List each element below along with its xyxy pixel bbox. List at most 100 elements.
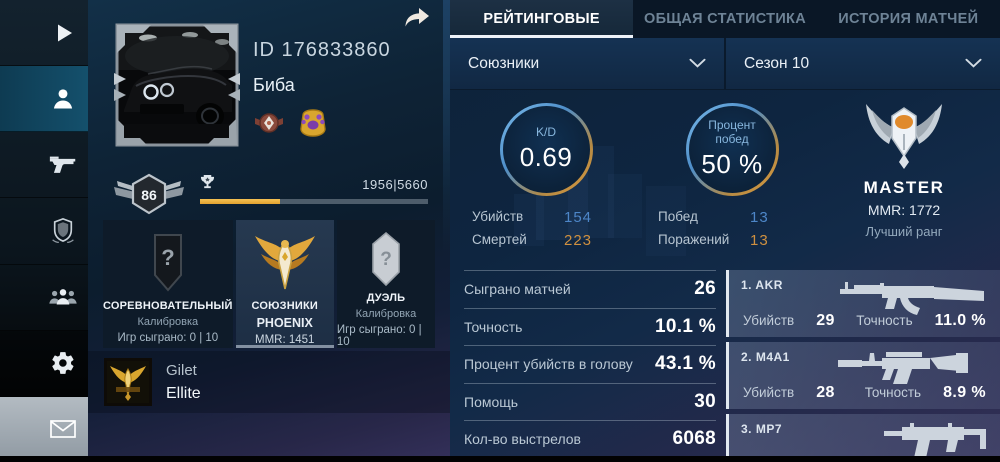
chevron-down-icon [965,55,982,73]
wins-row: Побед 13 [658,209,769,226]
stats-panel: РЕЙТИНГОВЫЕ ОБЩАЯ СТАТИСТИКА ИСТОРИЯ МАТ… [450,0,1000,462]
winrate-value: 50 % [701,148,763,179]
sidebar-item-settings[interactable] [0,330,88,397]
sidebar-item-ranked[interactable] [0,198,88,265]
svg-text:?: ? [380,249,392,270]
mode-info: Игр сыграно: 0 | 10 [117,332,219,344]
sidebar-item-friends[interactable] [0,265,88,331]
season-dropdown-value: Сезон 10 [744,54,810,72]
summary-section: K/D 0.69 Убийств 154 Смертей 223 [450,90,1000,262]
chevron-down-icon [689,55,706,73]
stat-row-assists: Помощь 30 [464,384,716,421]
winrate-widget: Процент побед 50 % Побед 13 Поражений 13 [646,90,818,262]
winrate-label: Процент побед [708,118,756,146]
profile-panel: ID 176833860 Биба [88,0,450,462]
mode-card-competitive[interactable]: ? СОРЕВНОВАТЕЛЬНЫЙ Калибровка Игр сыгран… [103,220,233,348]
profile-person-icon [48,84,78,114]
play-icon [48,18,78,48]
clan-name: Ellite [166,384,201,402]
stat-row-headshot: Процент убийств в голову 43.1 % [464,346,716,384]
stat-row-shots: Кол-во выстрелов 6068 [464,421,716,459]
mode-title: СОРЕВНОВАТЕЛЬНЫЙ [103,300,233,312]
weapon-name: 2. M4A1 [741,350,790,364]
stats-list: Сыграно матчей 26 Точность 10.1 % Процент … [464,270,716,462]
settings-gear-icon [48,348,78,378]
player-badges [253,109,391,142]
mail-envelope-icon [48,414,78,444]
mode-info: MMR: 1451 [255,334,315,346]
master-rank-emblem-icon [856,100,952,175]
season-dropdown[interactable]: Сезон 10 [724,38,1000,89]
filter-row: Союзники Сезон 10 [450,38,1000,90]
weapon-card-mp7: 3. MP7 [726,414,1000,462]
tab-general-stats[interactable]: ОБЩАЯ СТАТИСТИКА [643,11,806,27]
clan-emblem-icon [104,358,152,406]
friends-group-icon [48,282,78,312]
mode-dropdown-value: Союзники [468,54,540,72]
deaths-row: Смертей 223 [472,231,593,249]
rank-title: MASTER [863,178,945,197]
smg-icon [874,418,994,462]
tab-rating[interactable]: РЕЙТИНГОВЫЕ [450,0,634,38]
mode-cards: ? СОРЕВНОВАТЕЛЬНЫЙ Калибровка Игр сыгран… [88,220,450,348]
shield-icon [48,216,78,246]
xp-progress-bar [200,199,428,204]
mode-card-allies[interactable]: СОЮЗНИКИ PHOENIX MMR: 1451 [235,220,334,348]
kd-value: 0.69 [519,141,573,172]
stat-row-accuracy: Точность 10.1 % [464,309,716,346]
question-hex-light-icon: ? [369,228,403,290]
mode-info: Игр сыграно: 0 | 10 [336,324,422,348]
weapon-accuracy: Точность 11.0 % [856,312,986,329]
ak-rifle-icon [836,274,994,323]
sidebar-item-mail[interactable] [0,396,88,462]
clan-tag: Gilet [166,361,197,379]
weapon-name: 1. AKR [741,278,783,292]
trophy-icon [200,174,215,195]
weapons-list[interactable]: 1. AKR Уб [726,270,1000,462]
level-badge: 86 [112,172,186,221]
pistol-icon [48,150,78,180]
question-shield-dark-icon: ? [148,228,188,298]
sidebar-item-armory[interactable] [0,132,88,199]
xp-progress-text: 1956|5660 [362,176,428,192]
mode-subtitle: PHOENIX [256,316,313,330]
sidebar-item-play[interactable] [0,0,88,67]
rank-mmr: MMR: 1772 [867,202,941,218]
weapon-card-akr: 1. AKR Уб [726,270,1000,337]
tab-match-history[interactable]: ИСТОРИЯ МАТЧЕЙ [838,11,979,27]
share-button[interactable] [404,7,430,29]
kd-ring: K/D 0.69 [499,103,593,196]
level-number: 86 [141,187,157,203]
kills-row: Убийств 154 [472,209,593,226]
svg-text:?: ? [161,245,174,270]
weapon-card-m4a1: 2. M4A1 [726,342,1000,409]
lower-section: Сыграно матчей 26 Точность 10.1 % Процент … [450,262,1000,462]
weapon-kills: Убийств 28 [743,384,835,401]
xp-progress-fill [200,199,280,204]
weapon-accuracy: Точность 8.9 % [864,384,986,401]
mode-title: ДУЭЛЬ [366,292,406,304]
player-id: ID 176833860 [253,39,391,61]
medal-2024-badge-icon [253,110,285,141]
kd-widget: K/D 0.69 Убийств 154 Смертей 223 [460,90,632,262]
level-section: 86 1956|5660 [88,168,450,216]
tab-bar: РЕЙТИНГОВЫЕ ОБЩАЯ СТАТИСТИКА ИСТОРИЯ МАТ… [450,0,1000,38]
sidebar [0,0,88,462]
mode-subtitle: Калибровка [137,316,199,328]
mode-card-duel[interactable]: ? ДУЭЛЬ Калибровка Игр сыграно: 0 | 10 [336,220,436,348]
kd-label: K/D [535,125,556,140]
sidebar-item-profile[interactable] [0,66,88,133]
avatar [114,23,240,147]
share-arrow-icon [404,8,430,32]
mode-subtitle: Калибровка [355,308,417,320]
winrate-ring: Процент побед 50 % [685,103,779,196]
bottom-bar [0,456,1000,462]
mode-title: СОЮЗНИКИ [251,300,318,312]
rank-caption: Лучший ранг [865,224,943,239]
stat-row-matches: Сыграно матчей 26 [464,271,716,309]
weapon-name: 3. MP7 [741,422,783,436]
clan-card[interactable]: Gilet Ellite [88,351,450,413]
player-name: Биба [253,75,295,95]
mode-dropdown[interactable]: Союзники [450,38,724,89]
